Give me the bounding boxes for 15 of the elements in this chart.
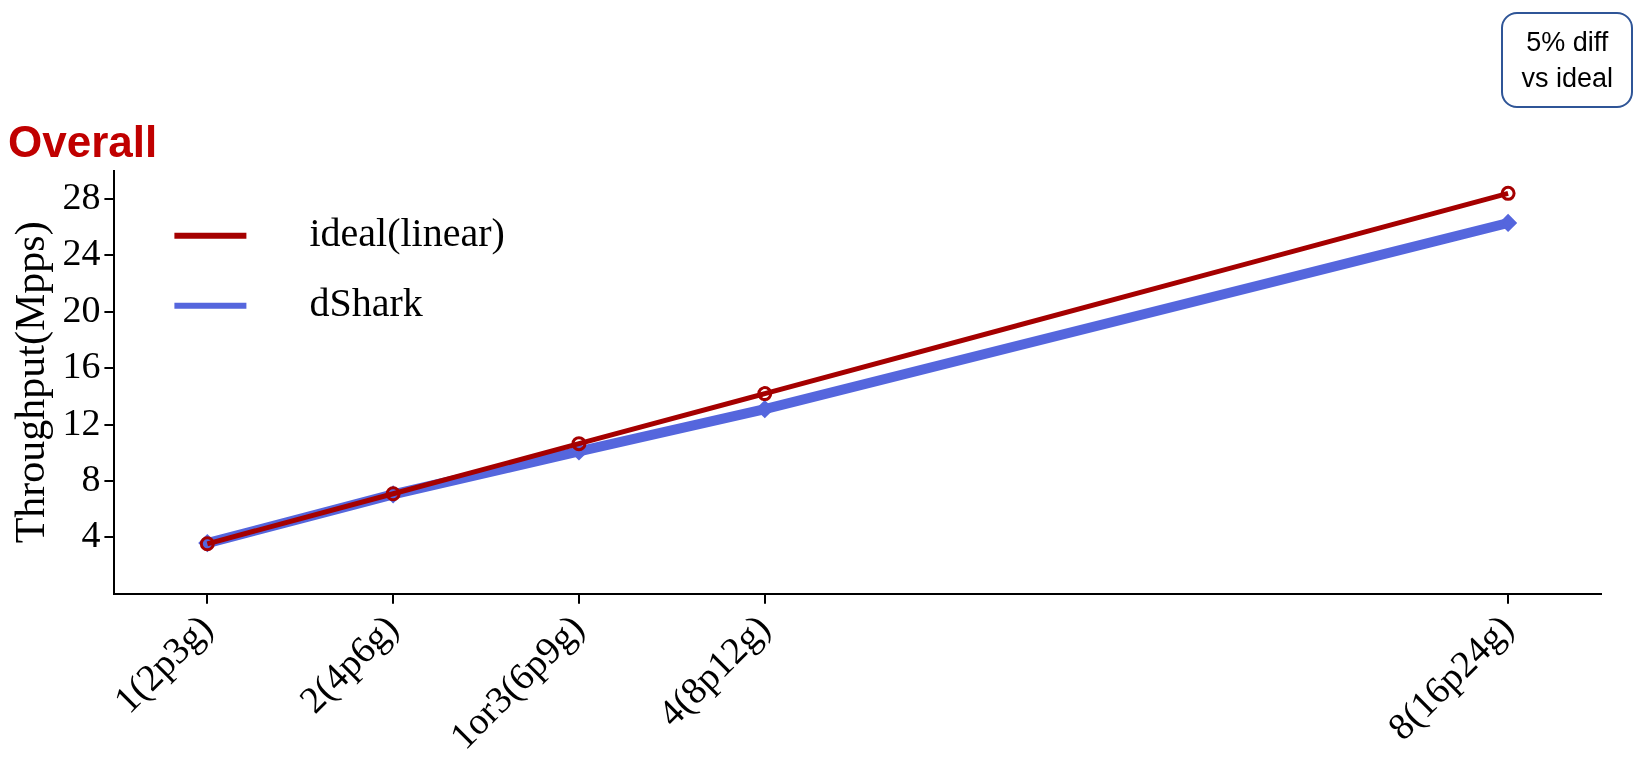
y-tick-label: 28 — [62, 174, 101, 217]
legend-label: dShark — [309, 280, 423, 326]
point — [757, 386, 773, 402]
chart-title: Overall — [8, 116, 158, 166]
y-axis-title: Throughput(Mpps) — [7, 221, 55, 544]
y-tick-label: 4 — [81, 513, 101, 556]
point — [571, 436, 587, 452]
text: 5% diff vs ideal — [1501, 12, 1633, 108]
legend-label: ideal(linear) — [309, 210, 505, 256]
point — [1500, 185, 1516, 201]
y-tick-label: 8 — [81, 457, 101, 500]
y-tick-label: 12 — [62, 400, 101, 443]
y-tick-label: 20 — [62, 287, 101, 330]
y-tick-label: 24 — [62, 231, 101, 274]
y-tick-label: 16 — [62, 344, 101, 387]
